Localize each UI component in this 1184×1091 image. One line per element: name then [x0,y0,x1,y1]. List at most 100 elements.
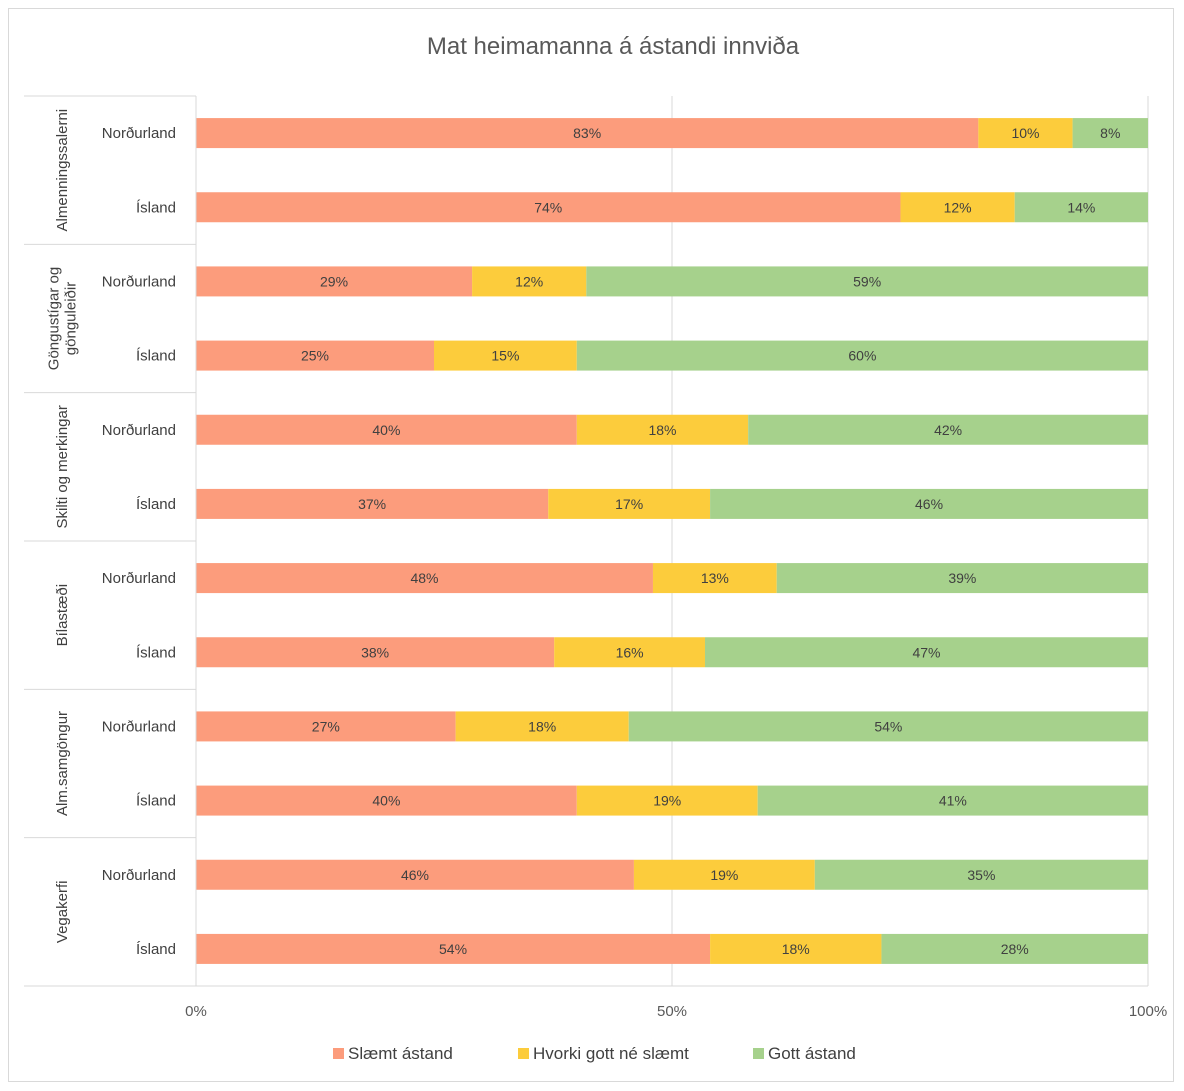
data-label: 15% [491,348,519,364]
row-label: Ísland [136,644,176,661]
data-label: 19% [653,793,681,809]
row-label: Norðurland [102,422,176,439]
bar-segment [633,859,815,890]
group-label-line: Alm.samgöngur [54,711,71,816]
data-label: 16% [616,644,644,660]
bar-segment [586,266,1148,297]
data-label: 38% [361,644,389,660]
group-label: Bílastæði [54,584,71,647]
bar-segment [710,488,1148,519]
data-label: 12% [515,273,543,289]
bar-segment [652,563,777,594]
bar-segment [196,414,577,445]
bar-segment [576,340,1148,371]
legend-swatch [333,1048,344,1059]
bar-segment [196,859,634,890]
group-label-line: gönguleiðir [63,282,80,355]
row-label: Ísland [136,199,176,216]
group-label: Skilti og merkingar [54,405,71,528]
data-label: 54% [439,941,467,957]
data-label: 25% [301,348,329,364]
data-label: 13% [701,570,729,586]
data-label: 18% [782,941,810,957]
bars: 83% 10% 8% 74% 12% 14% 29% 12% 59% 25% 15% 60% 40% 18… [196,118,1148,964]
bar-segment [776,563,1148,594]
data-label: 18% [528,718,556,734]
x-axis: 0% 50% 100% [185,985,1167,1020]
bar-segment [196,488,549,519]
bar-segment [455,711,629,742]
bar-segment [196,711,456,742]
data-label: 41% [939,793,967,809]
data-label: 46% [915,496,943,512]
group-label: Almenningssalerni [54,109,71,232]
bar-segment [978,118,1073,149]
data-label: 42% [934,422,962,438]
data-label: 83% [573,125,601,141]
bar-segment [196,563,653,594]
chart-frame [8,8,1174,1082]
data-label: 54% [874,718,902,734]
bar-segment [434,340,577,371]
group-label: Göngustígar oggönguleiðir [46,267,80,370]
group-label-line: Bílastæði [54,584,71,647]
legend-label: Slæmt ástand [348,1044,453,1063]
bar-segment [196,118,979,149]
gridlines [195,96,1149,986]
legend-label: Hvorki gott né slæmt [533,1044,689,1063]
row-label: Norðurland [102,125,176,142]
x-tick-label: 50% [657,1003,687,1020]
row-label: Ísland [136,793,176,810]
bar-segment [554,637,705,668]
bar-segment [757,785,1148,816]
row-label: Ísland [136,496,176,513]
group-label: Vegakerfi [54,881,71,944]
data-label: 74% [534,199,562,215]
legend-swatch [753,1048,764,1059]
legend-label: Gott ástand [768,1044,856,1063]
bar-segment [1014,192,1148,223]
data-label: 28% [1001,941,1029,957]
bar-segment [548,488,711,519]
data-label: 14% [1067,199,1095,215]
data-label: 60% [848,348,876,364]
data-label: 35% [967,867,995,883]
bar-segment [576,785,758,816]
bar-segment [748,414,1148,445]
data-label: 47% [912,644,940,660]
data-label: 10% [1011,125,1039,141]
bar-segment [196,266,473,297]
category-labels: Almenningssalerni Norðurland Ísland Göngust… [24,95,197,987]
bar-segment [196,340,434,371]
bar-segment [1072,118,1148,149]
data-label: 27% [312,718,340,734]
bar-segment [900,192,1015,223]
row-label: Ísland [136,348,176,365]
group-label-line: Skilti og merkingar [54,405,71,528]
data-label: 48% [410,570,438,586]
group-label: Alm.samgöngur [54,711,71,816]
bar-segment [196,933,711,964]
data-label: 40% [372,422,400,438]
data-label: 29% [320,273,348,289]
row-label: Norðurland [102,273,176,290]
bar-segment [196,192,901,223]
x-tick-label: 0% [185,1003,207,1020]
row-label: Ísland [136,941,176,958]
chart-title: Mat heimamanna á ástandi innviða [427,33,800,60]
bar-segment [710,933,882,964]
row-label: Norðurland [102,867,176,884]
bar-segment [472,266,587,297]
data-label: 17% [615,496,643,512]
row-label: Norðurland [102,570,176,587]
bar-segment [576,414,749,445]
data-label: 18% [648,422,676,438]
data-label: 46% [401,867,429,883]
bar-segment [814,859,1148,890]
legend-swatch [518,1048,529,1059]
x-tick-label: 100% [1129,1003,1167,1020]
group-label-line: Almenningssalerni [54,109,71,232]
bar-segment [628,711,1148,742]
bar-segment [196,637,555,668]
